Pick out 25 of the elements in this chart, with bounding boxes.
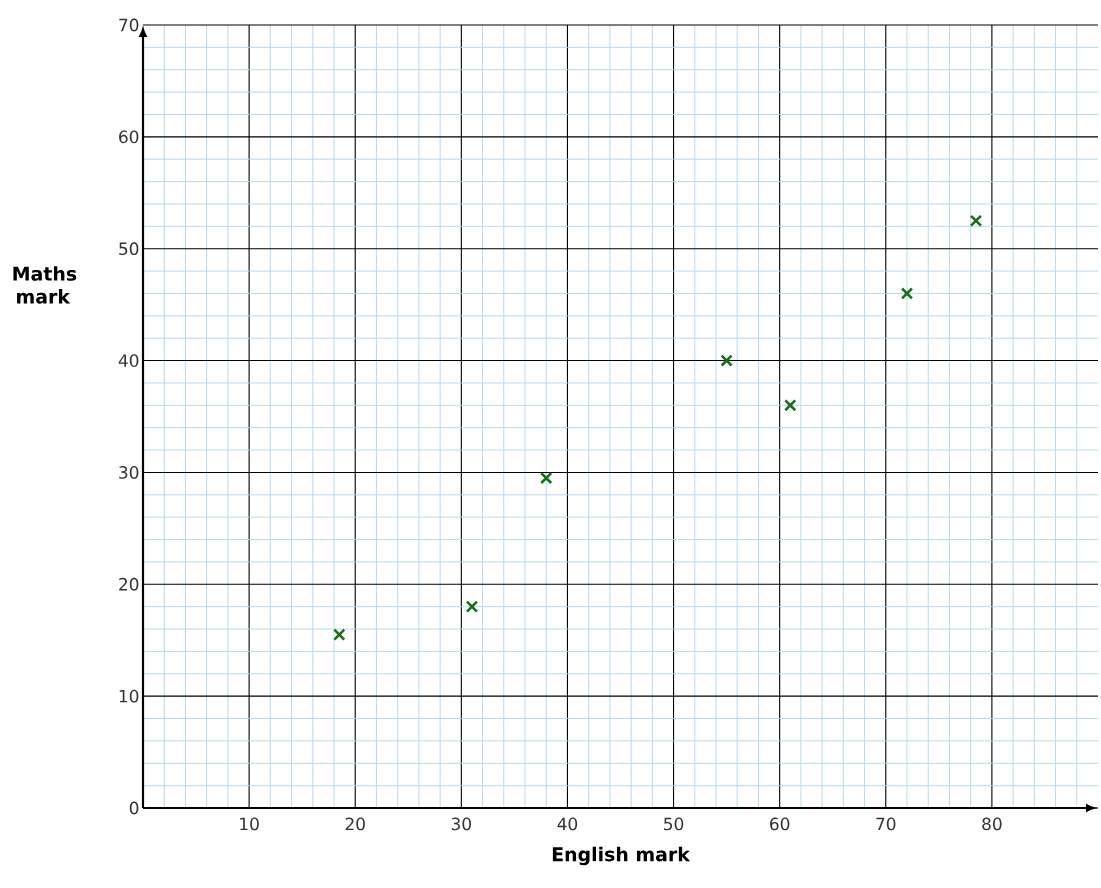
point (784, 399, 797, 412)
y-tick-label: 10 (119, 689, 139, 703)
x-tick-label: 30 (451, 817, 471, 831)
y-tick-label: 70 (119, 18, 139, 32)
y-tick-label: 60 (119, 130, 139, 144)
point (333, 628, 346, 641)
y-tick-label: 40 (118, 354, 139, 367)
x-tick-label: 20 (345, 817, 365, 831)
y-axis-title: Maths mark (13, 266, 77, 304)
x-tick-label: 70 (876, 817, 896, 831)
x-tick-label: 50 (664, 817, 684, 831)
y-tick-label: 20 (119, 577, 139, 591)
point (465, 600, 479, 613)
point (900, 287, 914, 300)
point (539, 471, 553, 485)
point (969, 214, 983, 227)
x-tick-label: 80 (982, 817, 1002, 831)
y-tick-label: 0 (129, 801, 139, 815)
y-tick-label: 30 (119, 466, 139, 479)
x-axis-title: English mark (552, 846, 691, 866)
x-tick-label: 10 (240, 817, 259, 831)
x-tick-label: 60 (770, 817, 790, 831)
point (720, 354, 733, 367)
x-tick-label: 40 (557, 817, 578, 831)
y-tick-label: 50 (119, 242, 139, 256)
